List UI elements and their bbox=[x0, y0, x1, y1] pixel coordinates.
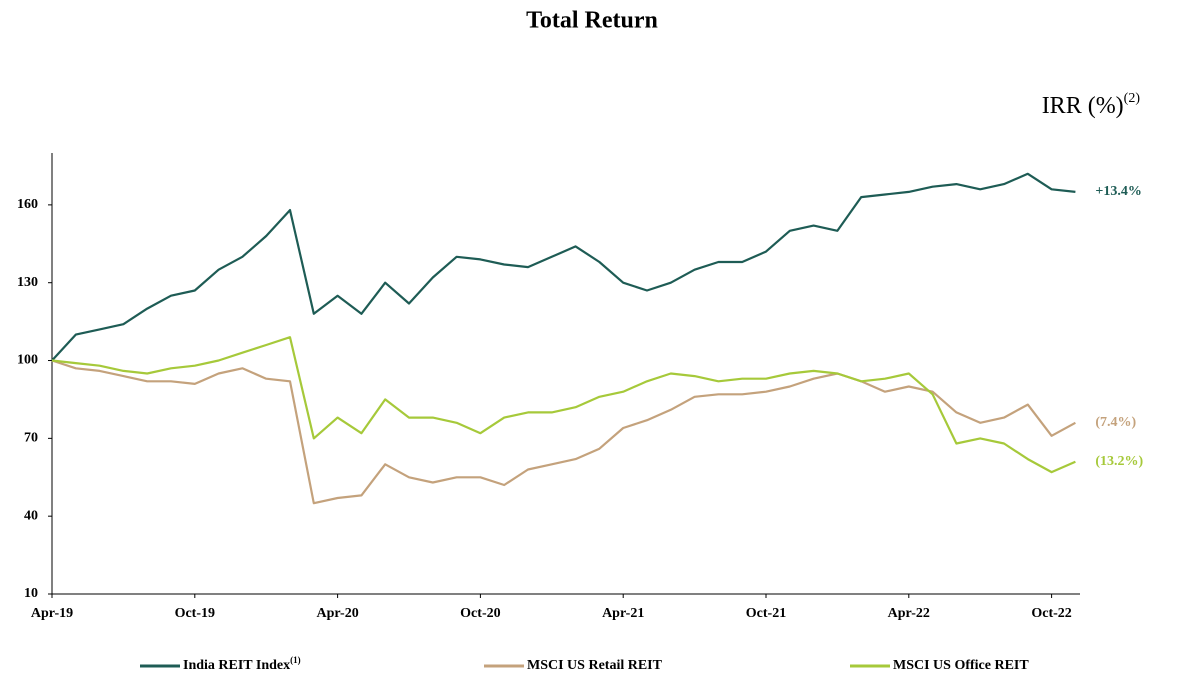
chart-title: Total Return bbox=[526, 8, 658, 34]
x-tick-label: Apr-19 bbox=[31, 606, 73, 621]
legend-item: MSCI US Retail REIT bbox=[484, 658, 663, 673]
x-tick-label: Apr-21 bbox=[602, 606, 644, 621]
y-tick-label: 70 bbox=[24, 431, 38, 446]
legend-name: MSCI US Office REIT bbox=[893, 658, 1029, 673]
series-line bbox=[51, 336, 1076, 474]
x-tick-label: Oct-19 bbox=[175, 606, 215, 621]
x-tick-label: Oct-20 bbox=[460, 606, 500, 621]
x-tick-label: Apr-20 bbox=[316, 606, 358, 621]
end-label: (7.4%) bbox=[1095, 415, 1136, 430]
end-label: (13.2%) bbox=[1095, 454, 1143, 469]
y-tick-label: 100 bbox=[17, 353, 38, 368]
y-axis-label: IRR (%)(2) bbox=[1042, 91, 1141, 118]
legend-label: MSCI US Retail REIT bbox=[527, 658, 663, 673]
legend-item: MSCI US Office REIT bbox=[850, 658, 1029, 673]
y-axis-label-text: IRR (%) bbox=[1042, 93, 1124, 119]
x-tick-label: Oct-21 bbox=[746, 606, 786, 621]
legend-label: India REIT Index(1) bbox=[183, 655, 301, 673]
legend-name: India REIT Index bbox=[183, 658, 290, 673]
legend-item: India REIT Index(1) bbox=[140, 655, 301, 673]
y-tick-label: 10 bbox=[24, 586, 38, 601]
series-line bbox=[51, 359, 1076, 505]
legend-label: MSCI US Office REIT bbox=[893, 658, 1029, 673]
end-label: +13.4% bbox=[1095, 184, 1141, 199]
y-tick-label: 40 bbox=[24, 508, 38, 523]
legend-name: MSCI US Retail REIT bbox=[527, 658, 663, 673]
y-tick-label: 160 bbox=[17, 197, 38, 212]
y-tick-label: 130 bbox=[17, 275, 38, 290]
x-tick-label: Apr-22 bbox=[888, 606, 930, 621]
legend-superscript: (1) bbox=[290, 655, 301, 665]
series-line bbox=[51, 172, 1076, 362]
y-axis-label-superscript: (2) bbox=[1124, 91, 1141, 106]
x-tick-label: Oct-22 bbox=[1031, 606, 1071, 621]
